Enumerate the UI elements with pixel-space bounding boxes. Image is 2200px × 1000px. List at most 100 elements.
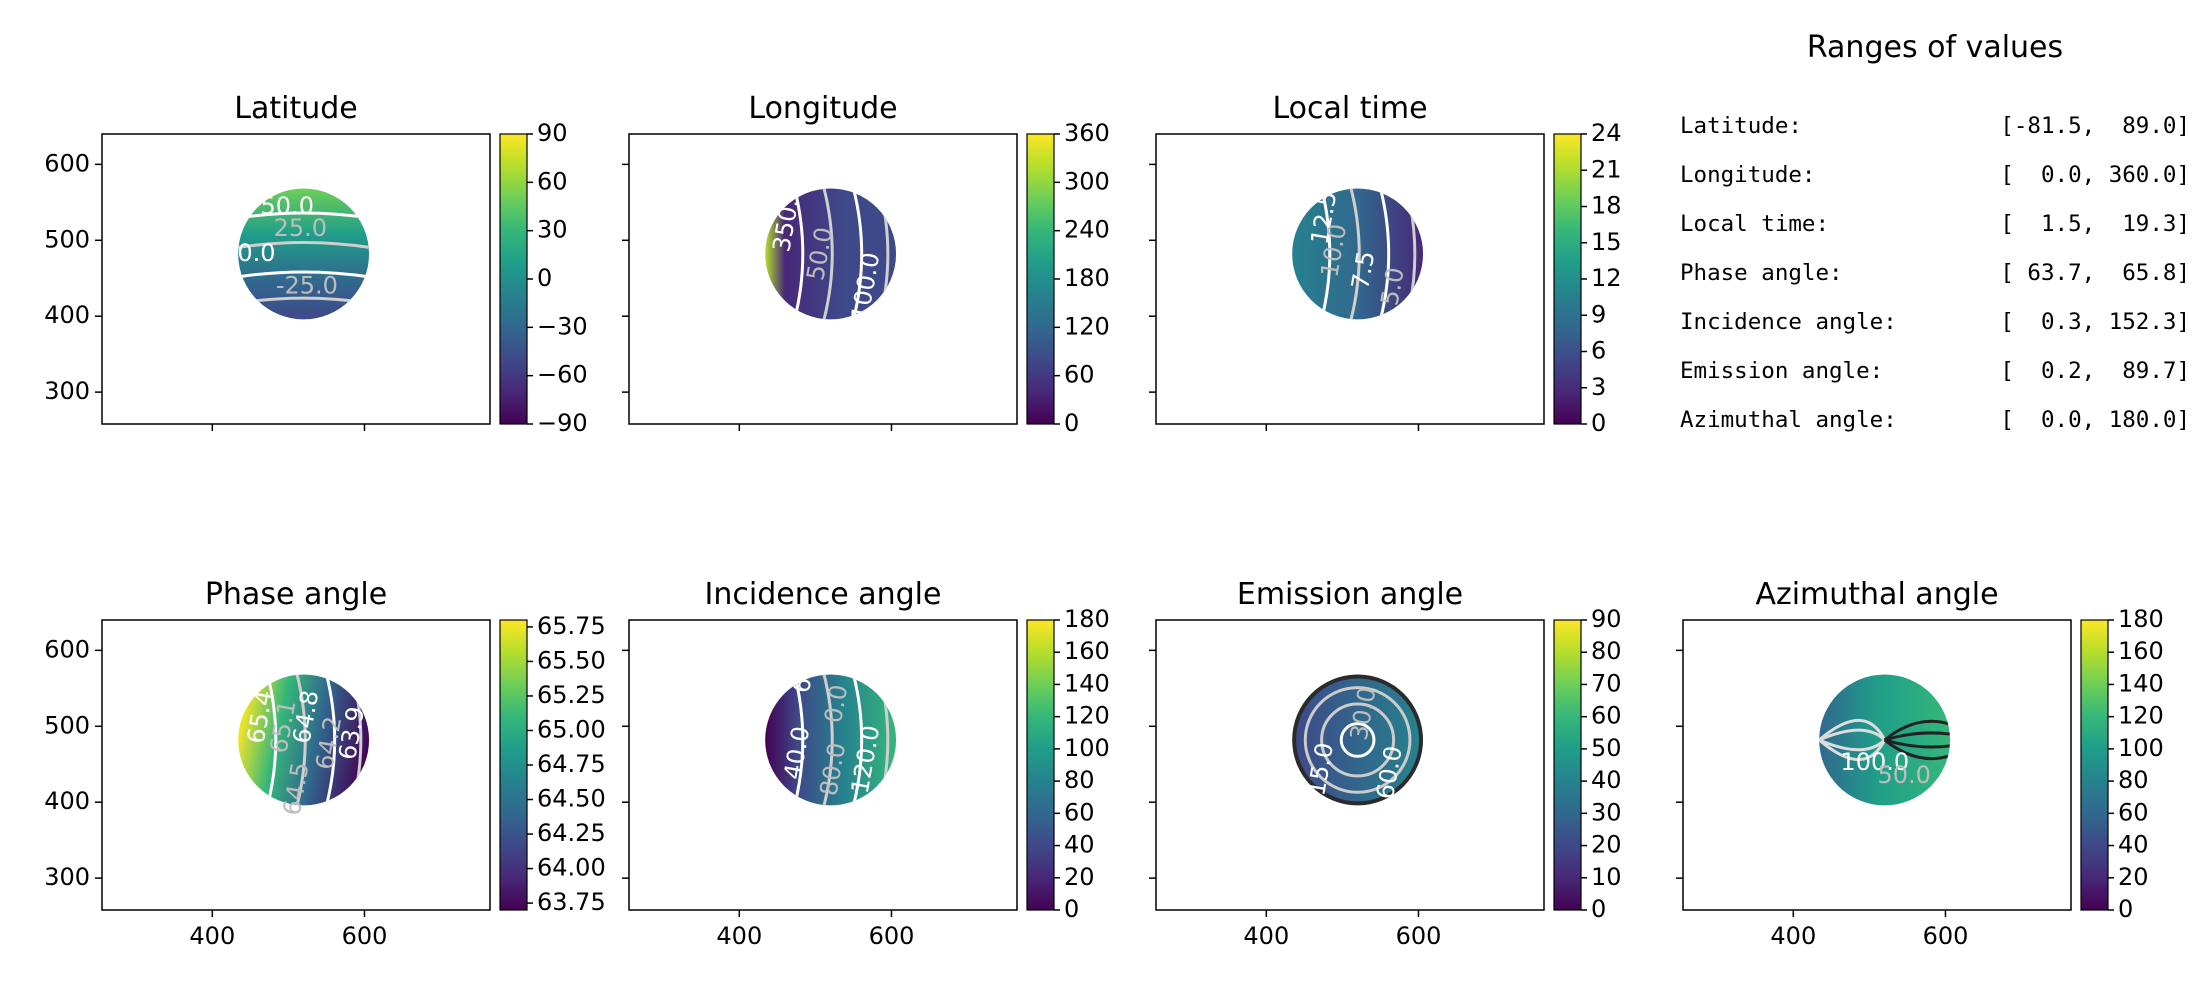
colorbar-tick-label: 240 — [1064, 216, 1110, 244]
colorbar-tick-label: 60 — [1064, 361, 1095, 389]
colorbar-tick-label: 30 — [537, 216, 568, 244]
contour-line — [1303, 686, 1412, 794]
axes-frame — [1682, 619, 2072, 911]
range-value: [ 0.0, 360.0] — [2000, 162, 2190, 188]
colorbar — [1553, 619, 1582, 911]
contour-label: 7.5 — [1346, 249, 1380, 291]
colorbar-tick-label: 21 — [1591, 155, 1622, 183]
colorbar-tick-label: 3 — [1591, 373, 1606, 401]
contour-line — [1884, 731, 1951, 742]
colorbar-tick-label: 20 — [1591, 831, 1622, 859]
colorbar-tick-label: 0 — [1591, 895, 1606, 923]
colorbar-tick-label: 300 — [1064, 167, 1110, 195]
colorbar — [1553, 133, 1582, 425]
subplot-longitude: 350.050.0 100.0Longitude36030024018012060… — [622, 91, 1110, 437]
y-tick-label: 500 — [44, 711, 90, 739]
contour-line — [238, 270, 370, 279]
contour-line — [295, 674, 307, 806]
x-tick-label: 600 — [342, 922, 388, 950]
colorbar-tick-label: 40 — [2118, 831, 2149, 859]
contour-line — [238, 240, 370, 249]
planet-disk — [765, 674, 897, 806]
colorbar-tick-label: 65.00 — [537, 715, 606, 743]
colorbar — [499, 133, 528, 425]
y-tick-label: 300 — [44, 863, 90, 891]
colorbar-tick-label: 180 — [1064, 605, 1110, 633]
colorbar-tick-label: 65.50 — [537, 646, 606, 674]
colorbar-tick-label: 64.75 — [537, 750, 606, 778]
colorbar-tick-label: 65.75 — [537, 612, 606, 640]
colorbar-tick-label: 0 — [1591, 409, 1606, 437]
colorbar-tick-label: 160 — [1064, 637, 1110, 665]
colorbar-tick-label: 60 — [1064, 798, 1095, 826]
range-value: [ 0.2, 89.7] — [2000, 358, 2190, 384]
planet-disk — [238, 188, 370, 320]
planet-disk — [238, 674, 370, 806]
contour-line — [1292, 674, 1424, 806]
colorbar-tick-label: 90 — [1591, 605, 1622, 633]
range-label: Emission angle: — [1680, 358, 1884, 384]
colorbar-tick-label: 180 — [2118, 605, 2164, 633]
axes-frame — [101, 133, 491, 425]
contour-line — [1819, 738, 1886, 752]
colorbar-tick-label: 80 — [2118, 766, 2149, 794]
colorbar-tick-label: −90 — [537, 409, 588, 437]
colorbar-tick-label: 64.25 — [537, 819, 606, 847]
ranges-panel: Ranges of values Latitude: [-81.5, 89.0]… — [1680, 30, 2190, 456]
range-row-longitude: Longitude: [ 0.0, 360.0] — [1680, 162, 2190, 211]
contour-line — [238, 211, 370, 220]
colorbar-tick-label: 40 — [1591, 766, 1622, 794]
colorbar-tick-label: 80 — [1591, 637, 1622, 665]
colorbar-tick-label: 120 — [2118, 702, 2164, 730]
colorbar-tick-label: 24 — [1591, 119, 1622, 147]
range-label: Azimuthal angle: — [1680, 407, 1897, 433]
range-label: Incidence angle: — [1680, 309, 1897, 335]
range-value: [-81.5, 89.0] — [2000, 113, 2190, 139]
ranges-title: Ranges of values — [1806, 30, 2064, 65]
subplot-title: Latitude — [234, 91, 357, 126]
range-value: [ 0.0, 180.0] — [2000, 407, 2190, 433]
colorbar-tick-label: 0 — [1064, 895, 1079, 923]
subplot-title: Phase angle — [205, 577, 387, 612]
x-tick-label: 600 — [1396, 922, 1442, 950]
planet-disk — [1292, 188, 1424, 320]
range-row-incidence-angle: Incidence angle: [ 0.3, 152.3] — [1680, 309, 2190, 358]
contour-line — [266, 674, 278, 806]
range-row-azimuthal-angle: Azimuthal angle: [ 0.0, 180.0] — [1680, 407, 2190, 456]
colorbar-tick-label: 60 — [537, 167, 568, 195]
colorbar-tick-label: 60 — [1591, 702, 1622, 730]
contour-line — [793, 674, 805, 806]
contour-line — [1883, 738, 1951, 761]
contour-label: 5.0 — [1376, 265, 1410, 307]
range-label: Longitude: — [1680, 162, 1816, 188]
x-tick-label: 400 — [1243, 922, 1289, 950]
colorbar-tick-label: 0 — [537, 264, 552, 292]
range-label: Local time: — [1680, 211, 1830, 237]
axes-frame — [1155, 619, 1545, 911]
subplot-title: Azimuthal angle — [1755, 577, 1998, 612]
range-row-latitude: Latitude: [-81.5, 89.0] — [1680, 113, 2190, 162]
colorbar-tick-label: 18 — [1591, 192, 1622, 220]
contour-line — [1320, 702, 1396, 778]
colorbar-tick-label: 0 — [1064, 409, 1079, 437]
contour-line — [1819, 728, 1886, 742]
y-tick-label: 300 — [44, 377, 90, 405]
range-value: [ 0.3, 152.3] — [2000, 309, 2190, 335]
x-tick-label: 400 — [1770, 922, 1816, 950]
colorbar-tick-label: 12 — [1591, 264, 1622, 292]
range-value: [ 1.5, 19.3] — [2000, 211, 2190, 237]
ranges-list: Latitude: [-81.5, 89.0] Longitude: [ 0.0… — [1680, 113, 2190, 456]
axes-frame — [628, 133, 1018, 425]
colorbar-tick-label: 120 — [1064, 702, 1110, 730]
colorbar-tick-label: 70 — [1591, 669, 1622, 697]
colorbar-tick-label: 64.50 — [537, 785, 606, 813]
y-tick-label: 600 — [44, 635, 90, 663]
colorbar-tick-label: 360 — [1064, 119, 1110, 147]
axes-frame — [101, 619, 491, 911]
